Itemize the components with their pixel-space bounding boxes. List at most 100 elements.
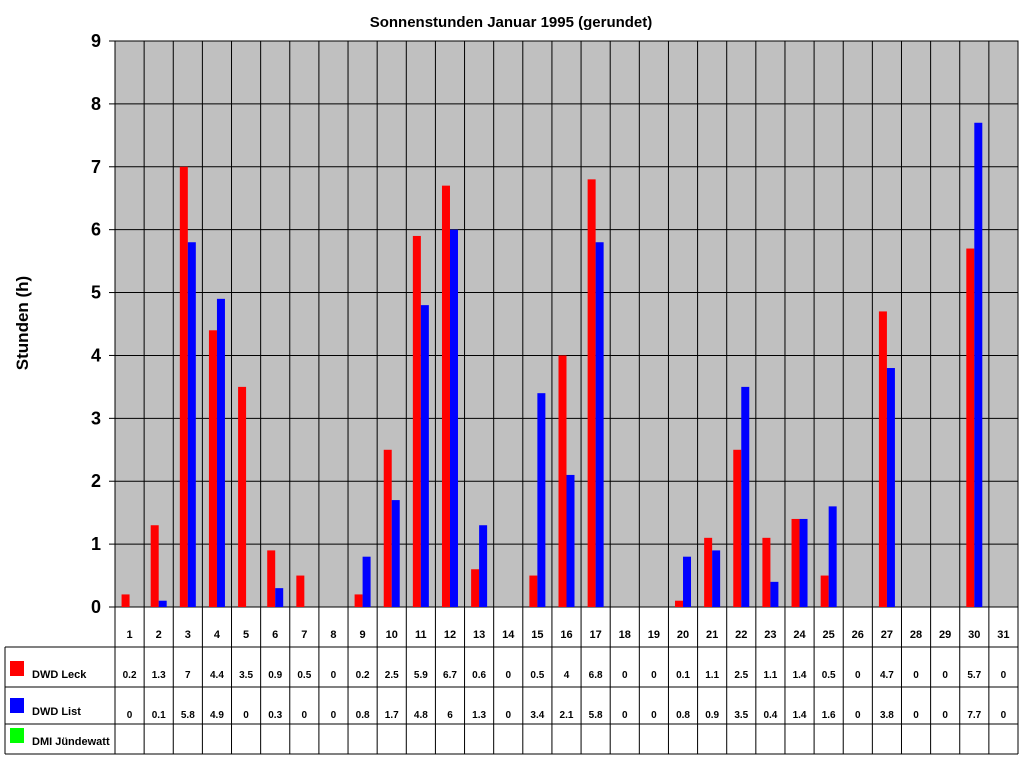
bar [267, 550, 276, 607]
data-label: 0.5 [297, 670, 311, 681]
bar [770, 581, 779, 607]
bar [529, 575, 538, 607]
bar [828, 506, 837, 607]
data-label: 0 [243, 710, 249, 721]
data-label: 0 [942, 670, 948, 681]
data-label: 0 [913, 710, 919, 721]
data-label: 0 [331, 670, 337, 681]
data-label: 0.1 [676, 670, 690, 681]
bar [878, 311, 887, 607]
data-label: 0 [505, 710, 511, 721]
data-label: 0.5 [822, 670, 836, 681]
data-label: 5.7 [967, 670, 981, 681]
data-label: 5.8 [181, 710, 195, 721]
x-tick-label: 23 [764, 629, 776, 641]
x-tick-label: 28 [910, 629, 922, 641]
data-label: 0 [942, 710, 948, 721]
bar [595, 242, 604, 607]
x-tick-label: 5 [243, 629, 249, 641]
x-tick-label: 27 [881, 629, 893, 641]
data-label: 0 [302, 710, 308, 721]
x-tick-label: 2 [156, 629, 162, 641]
data-label: 1.4 [793, 670, 807, 681]
bar [121, 594, 130, 607]
x-tick-label: 10 [386, 629, 398, 641]
y-tick-label: 4 [91, 345, 101, 365]
bar [820, 575, 829, 607]
x-tick-label: 16 [560, 629, 572, 641]
data-label: 1.7 [385, 710, 399, 721]
data-label: 2.5 [385, 670, 399, 681]
legend-swatch [10, 698, 24, 713]
legend-label: DWD Leck [32, 669, 87, 681]
bar [587, 179, 596, 607]
bar [296, 575, 305, 607]
bar [966, 248, 975, 608]
chart-title: Sonnenstunden Januar 1995 (gerundet) [370, 14, 653, 31]
data-label: 7.7 [967, 710, 981, 721]
data-label: 0 [651, 710, 657, 721]
data-label: 0 [855, 670, 861, 681]
bar [704, 537, 713, 607]
bar [791, 518, 800, 607]
bar [799, 518, 808, 607]
data-label: 4.8 [414, 710, 428, 721]
legend-swatch [10, 661, 24, 676]
bar [362, 556, 371, 607]
data-label: 0.2 [356, 670, 370, 681]
bar [479, 525, 488, 607]
data-label: 0 [651, 670, 657, 681]
data-label: 7 [185, 670, 191, 681]
data-label: 0 [1001, 710, 1007, 721]
bar [158, 600, 167, 607]
x-tick-label: 30 [968, 629, 980, 641]
data-table: 1 2 3 4 5 6 7 8 9 10 11 12 13 14 15 16 17 18 19 20 21 22 23 24 2… [4, 607, 1019, 755]
y-tick-label: 7 [91, 157, 101, 177]
x-tick-label: 19 [648, 629, 660, 641]
data-label: 6.7 [443, 670, 457, 681]
legend-label: DMI Jündewatt [32, 736, 110, 748]
x-tick-label: 4 [214, 629, 221, 641]
data-label: 0.9 [268, 670, 282, 681]
data-label: 0.8 [676, 710, 690, 721]
data-label: 0 [505, 670, 511, 681]
bar [187, 242, 196, 607]
x-tick-label: 20 [677, 629, 689, 641]
x-tick-label: 24 [793, 629, 806, 641]
legend-swatch [10, 728, 24, 743]
x-tick-label: 7 [301, 629, 307, 641]
bar [179, 166, 188, 607]
data-label: 0.3 [268, 710, 282, 721]
bar [733, 449, 742, 607]
bar [412, 235, 421, 607]
x-tick-label: 25 [823, 629, 835, 641]
data-label: 0 [1001, 670, 1007, 681]
x-tick-label: 17 [590, 629, 602, 641]
bar [741, 386, 750, 607]
data-label: 0.2 [123, 670, 137, 681]
y-tick-label: 8 [91, 94, 101, 114]
x-tick-label: 15 [531, 629, 543, 641]
x-tick-label: 3 [185, 629, 191, 641]
bar [354, 594, 363, 607]
bar [449, 229, 458, 607]
data-label: 2.5 [734, 670, 748, 681]
y-tick-label: 0 [91, 597, 101, 617]
bar [420, 305, 429, 607]
data-label: 1.3 [472, 710, 486, 721]
x-tick-label: 12 [444, 629, 456, 641]
data-label: 3.8 [880, 710, 894, 721]
bar [441, 185, 450, 607]
x-tick-label: 14 [502, 629, 515, 641]
data-label: 0.1 [152, 710, 166, 721]
bar [150, 525, 159, 607]
y-tick-label: 1 [91, 534, 101, 554]
bar [675, 600, 684, 607]
bar [383, 449, 392, 607]
bar [208, 330, 217, 607]
x-tick-label: 29 [939, 629, 951, 641]
x-tick-label: 9 [360, 629, 366, 641]
data-label: 0 [622, 710, 628, 721]
bar [712, 550, 721, 607]
